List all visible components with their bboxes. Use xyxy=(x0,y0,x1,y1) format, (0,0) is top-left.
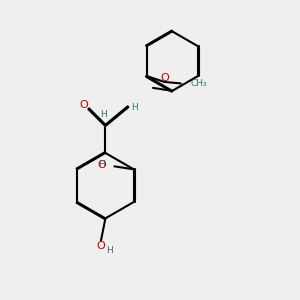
Text: O: O xyxy=(97,241,105,251)
Text: H: H xyxy=(106,246,113,255)
Text: O: O xyxy=(160,74,169,83)
Text: H: H xyxy=(100,110,107,119)
Text: H: H xyxy=(98,160,105,169)
Text: O: O xyxy=(97,160,106,170)
Text: H: H xyxy=(131,103,138,112)
Text: CH₃: CH₃ xyxy=(190,79,207,88)
Text: O: O xyxy=(79,100,88,110)
